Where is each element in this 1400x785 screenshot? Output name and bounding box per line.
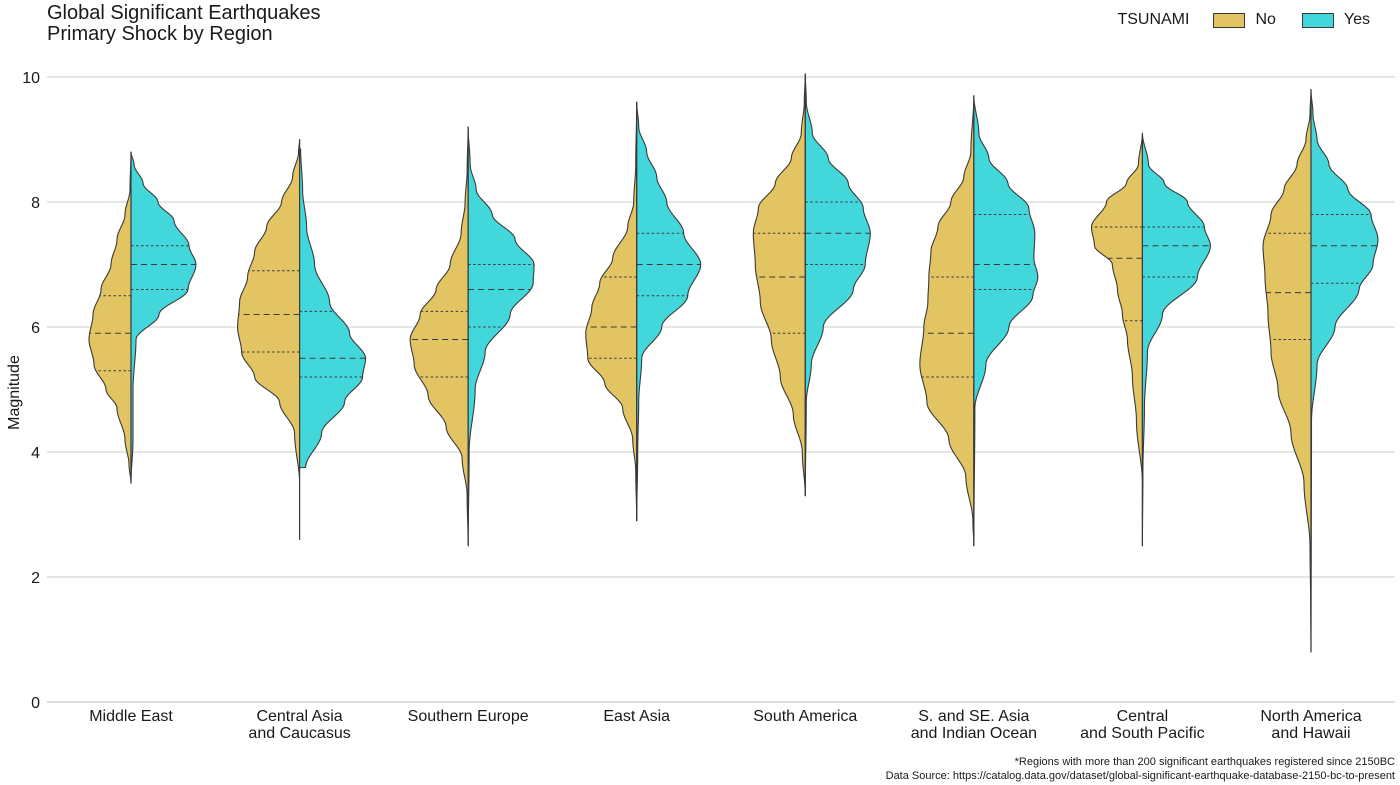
violin-yes-4 [804,73,871,497]
x-tick-label-7-line-0: North America [1260,708,1361,725]
legend-item-yes: Yes [1301,11,1370,29]
x-tick-label-7-line-1: and Hawaii [1271,725,1350,742]
y-tick-label-0: 0 [31,695,40,712]
violin-yes-7 [1310,88,1379,653]
x-tick-label-7: North America and Hawaii [1260,708,1361,742]
legend: TSUNAMI No Yes [1117,9,1370,31]
chart-title-line-2: Primary Shock by Region [47,23,273,45]
legend-label-yes: Yes [1343,11,1370,28]
legend-swatch-yes [1301,12,1334,28]
y-axis-label: Magnitude [6,355,23,430]
footnote-regions: *Regions with more than 200 significant … [1014,756,1395,768]
violin-no-2 [409,126,469,547]
violin-no-3 [585,101,638,522]
y-tick-label-2: 2 [31,570,40,587]
x-tick-label-2-line-0: Southern Europe [408,708,529,725]
x-tick-label-6-line-0: Central [1117,708,1169,725]
chart-title: Global Significant Earthquakes Primary S… [47,3,321,45]
footnote-source: Data Source: https://catalog.data.gov/da… [885,770,1395,782]
legend-label-no: No [1255,11,1276,28]
footnote: *Regions with more than 200 significant … [886,755,1395,783]
legend-title: TSUNAMI [1117,11,1190,28]
violin-yes-2 [467,126,535,547]
violin-yes-1 [299,148,367,469]
x-tick-label-2: Southern Europe [408,708,529,725]
x-tick-label-5-line-0: S. and SE. Asia [918,708,1029,725]
violin-no-6 [1090,132,1143,547]
violin-yes-3 [636,101,702,522]
x-tick-label-0: Middle East [89,708,173,725]
x-tick-label-6: Central and South Pacific [1080,708,1205,742]
violin-no-5 [919,95,975,547]
violin-no-1 [237,138,301,541]
legend-swatch-no [1213,12,1246,28]
x-tick-label-1-line-1: and Caucasus [248,725,350,742]
chart-title-line-1: Global Significant Earthquakes [47,2,321,24]
y-tick-label-8: 8 [31,195,40,212]
x-tick-label-3-line-0: East Asia [603,708,670,725]
legend-item-no: No [1213,11,1276,29]
x-tick-label-5-line-1: and Indian Ocean [911,725,1037,742]
violin-yes-0 [130,151,197,484]
y-tick-label-4: 4 [31,445,40,462]
violin-no-4 [752,73,806,497]
x-tick-label-1-line-0: Central Asia [256,708,342,725]
violin-yes-6 [1141,132,1211,547]
violin-yes-5 [973,95,1039,547]
y-tick-label-10: 10 [22,70,40,87]
x-tick-label-0-line-0: Middle East [89,708,173,725]
x-tick-label-4: South America [753,708,857,725]
x-tick-label-6-line-1: and South Pacific [1080,725,1205,742]
violin-no-0 [88,151,132,484]
x-tick-label-4-line-0: South America [753,708,857,725]
y-tick-label-6: 6 [31,320,40,337]
violin-no-7 [1262,88,1312,653]
x-tick-label-1: Central Asia and Caucasus [248,708,350,742]
x-tick-label-3: East Asia [603,708,670,725]
x-tick-label-5: S. and SE. Asia and Indian Ocean [911,708,1037,742]
